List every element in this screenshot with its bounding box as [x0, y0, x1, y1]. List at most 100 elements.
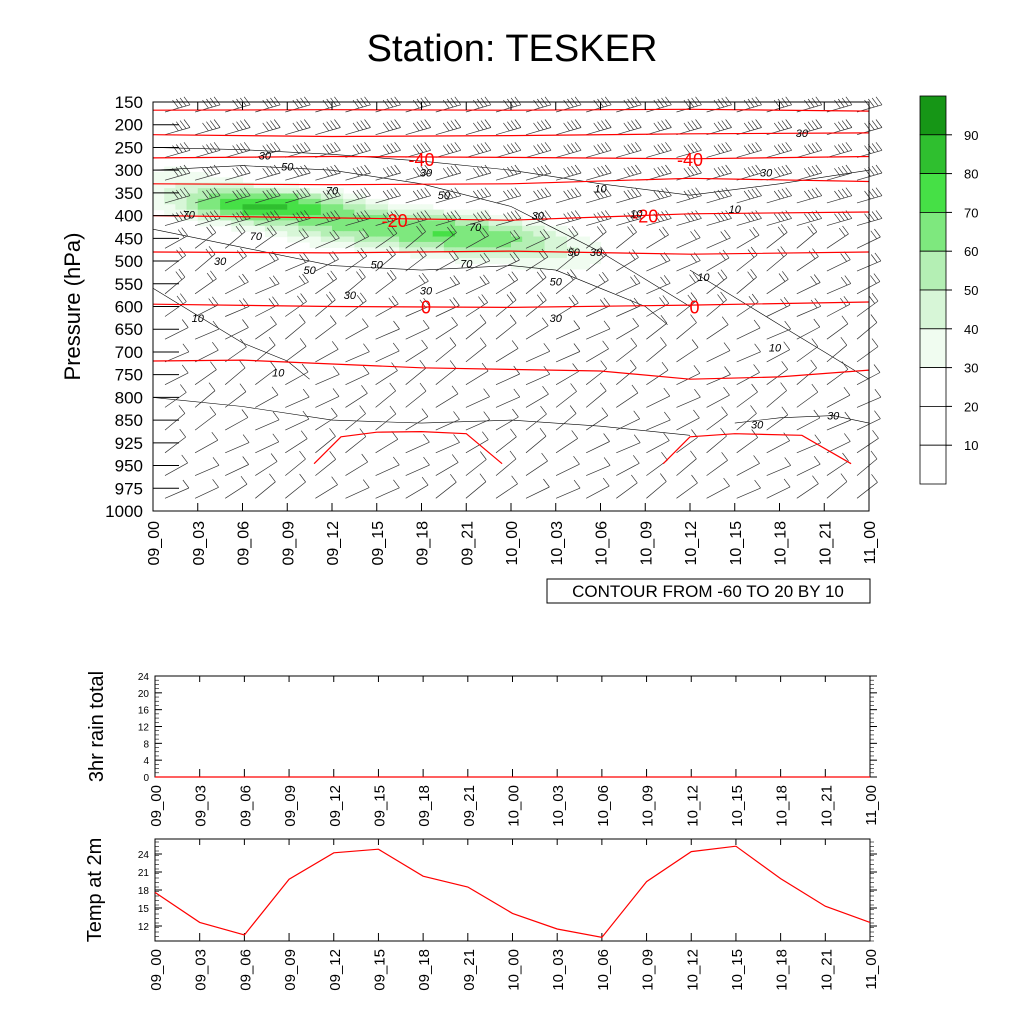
- humidity-cell: [544, 252, 557, 259]
- contour-label: 50: [371, 260, 384, 272]
- contour-label: 30: [796, 128, 809, 140]
- humidity-cell: [555, 225, 568, 232]
- wind-barb: [164, 343, 190, 363]
- wind-barb: [164, 384, 187, 408]
- wind-barb: [676, 292, 698, 317]
- wind-barb: [405, 187, 431, 204]
- contour-label: 30: [827, 411, 840, 423]
- wind-barb: [345, 405, 366, 431]
- wind-barb: [495, 475, 518, 499]
- wind-barb: [706, 210, 732, 226]
- humidity-cell: [589, 241, 602, 248]
- wind-barb: [345, 318, 369, 340]
- pressure-tick-label: 650: [115, 320, 143, 339]
- humidity-cell: [343, 209, 355, 216]
- isotherm-label: -20: [382, 211, 408, 231]
- x-tick-label: 10_00: [506, 949, 523, 991]
- wind-barb: [616, 187, 642, 204]
- humidity-cell: [421, 204, 434, 211]
- rain-panel-frame: [154, 675, 871, 778]
- humidity-cell: [220, 215, 232, 221]
- x-tick-label: 09_12: [327, 949, 344, 991]
- wind-barb: [736, 142, 762, 158]
- humidity-cell: [533, 263, 546, 270]
- humidity-cell: [376, 236, 389, 243]
- wind-barb: [676, 339, 699, 363]
- humidity-cell: [164, 171, 176, 178]
- pressure-tick-label: 750: [115, 366, 143, 385]
- wind-barb: [555, 294, 579, 317]
- wind-barb: [315, 187, 341, 204]
- humidity-cell: [432, 220, 445, 227]
- contour-label: 10: [594, 183, 607, 195]
- humidity-cell: [298, 209, 311, 216]
- wind-barb: [315, 119, 341, 136]
- wind-barb: [525, 343, 551, 363]
- wind-barb: [796, 223, 818, 249]
- humidity-cell: [153, 188, 165, 195]
- humidity-cell: [443, 220, 456, 227]
- pressure-tick-label: 550: [115, 275, 143, 294]
- wind-barb: [736, 226, 760, 249]
- wind-barb: [435, 210, 462, 226]
- humidity-cell: [432, 225, 445, 232]
- humidity-cell: [566, 258, 579, 265]
- humidity-cell: [208, 209, 221, 216]
- humidity-cell: [365, 198, 378, 205]
- contour-label: 50: [303, 265, 316, 277]
- wind-barb: [826, 210, 853, 226]
- humidity-cell: [499, 236, 512, 243]
- humidity-cell: [432, 236, 445, 243]
- pressure-tick-label: 850: [115, 411, 143, 430]
- wind-barb: [194, 320, 220, 340]
- contour-label: 70: [326, 186, 339, 198]
- wind-barb: [164, 428, 186, 454]
- humidity-cell: [522, 247, 534, 254]
- humidity-cell: [208, 177, 221, 184]
- wind-barb: [826, 433, 851, 454]
- wind-barb: [736, 383, 758, 408]
- humidity-cell: [421, 231, 434, 238]
- humidity-cell: [443, 247, 456, 254]
- time-tick-label: 09_00: [146, 521, 163, 566]
- humidity-cell: [387, 215, 400, 221]
- wind-barb: [285, 210, 311, 226]
- humidity-cell: [511, 252, 523, 259]
- humidity-cell: [522, 241, 534, 248]
- colorbar-label: 80: [964, 167, 978, 182]
- humidity-cell: [544, 263, 557, 270]
- wind-barb: [766, 271, 789, 295]
- wind-barb: [465, 411, 490, 431]
- wind-barb: [405, 272, 429, 295]
- wind-barb: [555, 479, 581, 499]
- pressure-tick-label: 600: [115, 298, 143, 317]
- humidity-cell: [220, 204, 232, 211]
- humidity-cell: [522, 231, 534, 238]
- wind-barb: [766, 478, 791, 499]
- wind-barb: [525, 405, 547, 431]
- humidity-cell: [186, 198, 199, 205]
- x-tick-label: 09_18: [416, 949, 433, 991]
- wind-barb: [164, 142, 191, 158]
- humidity-cell: [466, 252, 479, 259]
- wind-barb: [676, 164, 702, 181]
- humidity-cell: [387, 247, 400, 254]
- wind-barb: [345, 142, 371, 158]
- x-tick-label: 10_12: [684, 949, 701, 991]
- humidity-cell: [511, 247, 523, 254]
- wind-barb: [856, 338, 879, 363]
- wind-barb: [525, 385, 549, 408]
- wind-barb: [826, 296, 851, 317]
- wind-barb: [525, 119, 552, 136]
- wind-barb: [225, 210, 251, 226]
- wind-barb: [465, 227, 489, 249]
- humidity-cell: [477, 215, 490, 221]
- x-tick-label: 09_15: [371, 785, 388, 827]
- humidity-cell: [589, 247, 602, 254]
- wind-barb: [586, 297, 611, 317]
- wind-barb: [225, 319, 249, 340]
- humidity-cell: [320, 188, 333, 195]
- wind-barb: [796, 142, 823, 158]
- wind-barb: [315, 270, 337, 295]
- humidity-cell: [477, 241, 490, 248]
